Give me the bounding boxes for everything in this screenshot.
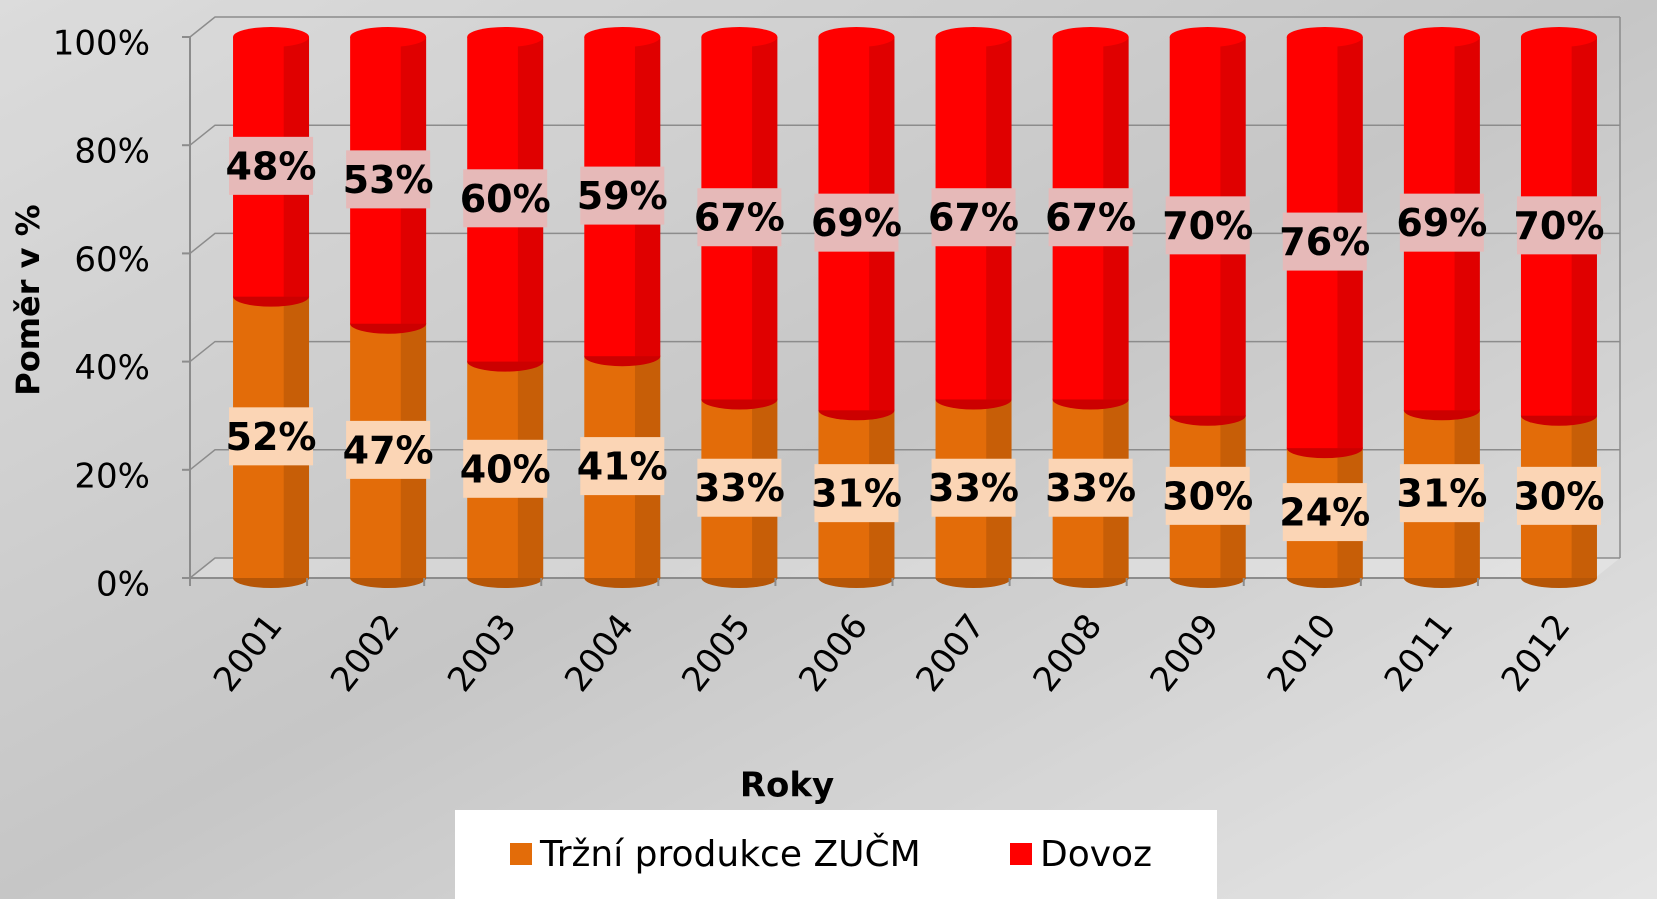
value-label: 60% [460, 177, 551, 221]
value-label: 30% [1513, 474, 1604, 518]
cylinder-top [467, 27, 543, 47]
cylinder-top [1287, 27, 1363, 47]
cylinder-top [350, 27, 426, 47]
cylinder-top [1170, 27, 1246, 47]
value-label: 41% [577, 445, 668, 489]
value-label: 40% [460, 447, 551, 491]
value-label: 33% [694, 466, 785, 510]
cylinder-top [936, 27, 1012, 47]
value-label: 59% [577, 174, 668, 218]
legend-label: Dovoz [1040, 834, 1152, 875]
value-label: 33% [1045, 466, 1136, 510]
y-tick-label: 60% [74, 240, 150, 280]
value-label: 76% [1279, 220, 1370, 264]
x-axis-title: Roky [740, 766, 834, 806]
cylinder-top [584, 27, 660, 47]
legend-label: Tržní produkce ZUČM [539, 833, 921, 875]
value-label: 47% [343, 428, 434, 472]
value-label: 33% [928, 466, 1019, 510]
cylinder-top [701, 27, 777, 47]
y-tick-label: 100% [53, 24, 150, 64]
value-label: 70% [1162, 204, 1253, 248]
value-label: 69% [811, 201, 902, 245]
cylinder-top [233, 27, 309, 47]
value-label: 70% [1513, 204, 1604, 248]
cylinder-top [1404, 27, 1480, 47]
cylinder-top [818, 27, 894, 47]
legend-swatch [510, 843, 532, 865]
value-label: 52% [226, 415, 317, 459]
value-label: 30% [1162, 474, 1253, 518]
page: {"chart_data": {"type": "bar", "stacked"… [0, 0, 1657, 899]
y-tick-label: 0% [96, 565, 150, 605]
value-label: 67% [1045, 196, 1136, 240]
value-label: 53% [343, 158, 434, 202]
y-tick-label: 80% [74, 132, 150, 172]
y-tick-label: 20% [74, 456, 150, 496]
value-label: 48% [226, 144, 317, 188]
y-axis-title: Poměr v % [9, 204, 47, 395]
y-tick-label: 40% [74, 348, 150, 388]
chart: Poměr v % Roky 0%20%40%60%80%100%200152%… [0, 0, 1657, 899]
value-label: 67% [928, 196, 1019, 240]
value-label: 69% [1396, 201, 1487, 245]
value-label: 31% [1396, 472, 1487, 516]
legend-swatch [1010, 843, 1032, 865]
value-label: 24% [1279, 491, 1370, 535]
cylinder-top [1053, 27, 1129, 47]
value-label: 31% [811, 472, 902, 516]
value-label: 67% [694, 196, 785, 240]
cylinder-top [1521, 27, 1597, 47]
